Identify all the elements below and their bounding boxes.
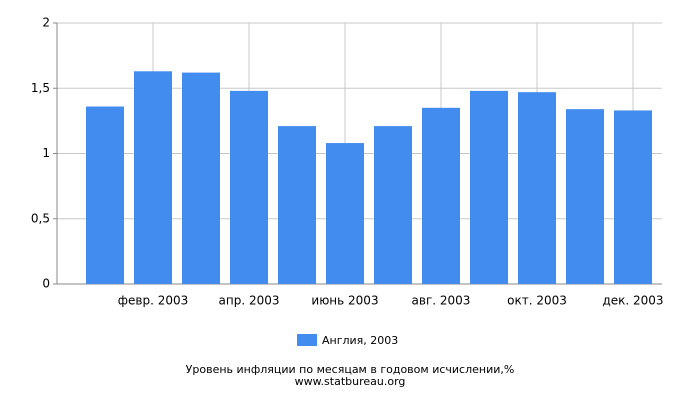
chart-subtitle: www.statbureau.org: [295, 375, 406, 388]
legend-label: Англия, 2003: [322, 334, 398, 347]
bar: [422, 107, 460, 284]
bar: [518, 92, 556, 284]
y-tick-label: 2: [42, 16, 50, 30]
x-tick-label: февр. 2003: [118, 294, 189, 308]
x-tick-label: дек. 2003: [602, 294, 663, 308]
bar: [278, 126, 316, 284]
legend-swatch: [297, 334, 317, 346]
bar: [614, 110, 652, 284]
bar: [182, 72, 220, 284]
bar: [470, 90, 508, 284]
bar: [326, 143, 364, 284]
y-tick-label: 1: [42, 146, 50, 160]
y-tick-label: 1,5: [31, 81, 50, 95]
y-tick-label: 0,5: [31, 211, 50, 225]
bar: [566, 109, 604, 284]
x-tick-label: апр. 2003: [219, 294, 280, 308]
bar: [134, 71, 172, 284]
bar: [230, 90, 268, 284]
bar: [374, 126, 412, 284]
y-tick-label: 0: [42, 277, 50, 291]
bar: [86, 106, 124, 285]
x-tick-label: авг. 2003: [412, 294, 471, 308]
x-tick-label: июнь 2003: [311, 294, 378, 308]
x-tick-label: окт. 2003: [507, 294, 567, 308]
chart-title: Уровень инфляции по месяцам в годовом ис…: [186, 363, 515, 376]
